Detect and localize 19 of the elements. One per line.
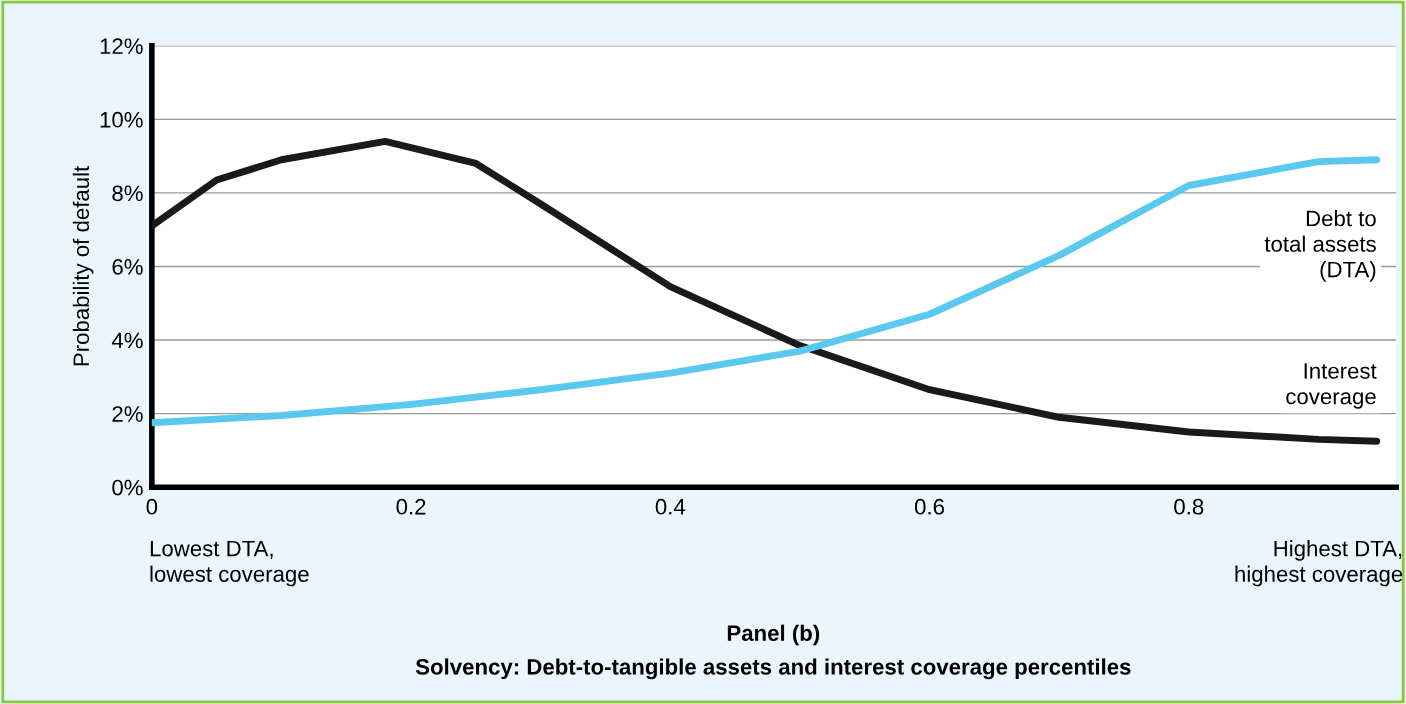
x-tick-label: 0.6	[914, 498, 945, 515]
x-tick-label: 0.2	[396, 498, 426, 515]
x-tick-label: 0	[146, 498, 158, 515]
y-tick-label: 10%	[100, 111, 143, 128]
text: Panel (b)	[727, 624, 820, 646]
y-tick-label: 6%	[112, 259, 143, 275]
y-tick-label: 12%	[100, 38, 143, 54]
y-tick-label: 2%	[112, 406, 143, 422]
text: Solvency: Debt-to-tangible assets and interest coverage percentiles	[415, 658, 1131, 680]
y-tick-label: 4%	[111, 332, 143, 349]
x-tick-label: 0.4	[655, 498, 686, 515]
y-tick-label: 0%	[112, 479, 143, 496]
x-tick-label: 0.8	[1174, 498, 1204, 515]
series-label: Interest coverage	[1286, 363, 1377, 409]
series-label: Debt to total assets (DTA)	[1264, 210, 1376, 282]
text: Highest DTA, highest coverage	[1235, 540, 1403, 587]
y-tick-label: 8%	[112, 185, 143, 202]
y-axis-title: Probability of default	[72, 165, 94, 366]
text: Lowest DTA, lowest coverage	[150, 540, 309, 587]
